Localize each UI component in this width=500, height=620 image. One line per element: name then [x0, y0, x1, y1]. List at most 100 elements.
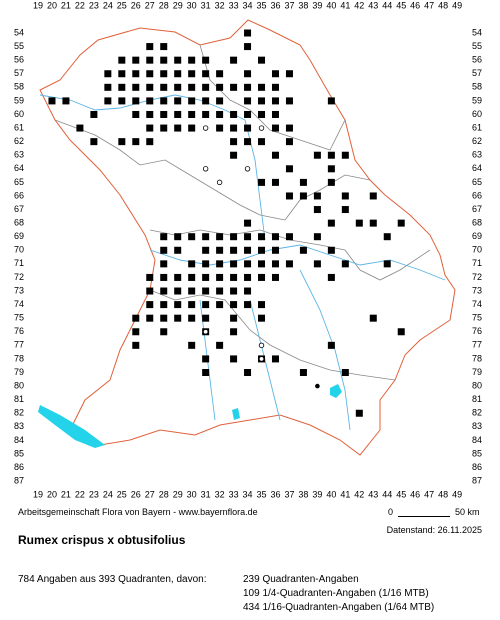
y-tick-label: 86: [472, 462, 482, 472]
x-tick-label: 23: [89, 489, 99, 499]
record-square: [160, 273, 168, 281]
x-tick-label: 36: [270, 0, 280, 10]
record-square: [271, 97, 279, 105]
y-tick-label: 73: [14, 285, 24, 295]
count: 239 Quadranten-Angaben: [243, 574, 359, 585]
summary: 784 Angaben aus 393 Quadranten, davon:: [18, 574, 207, 585]
y-tick-label: 76: [472, 326, 482, 336]
record-square: [327, 341, 335, 349]
record-square: [230, 328, 238, 336]
date: Datenstand: 26.11.2025: [386, 525, 482, 535]
record-square: [285, 70, 293, 78]
record-square: [160, 110, 168, 118]
record-square: [258, 260, 266, 268]
y-tick-label: 67: [472, 204, 482, 214]
y-tick-label: 70: [14, 245, 24, 255]
record-square: [230, 273, 238, 281]
y-tick-label: 72: [472, 272, 482, 282]
count: 434 1/16-Quadranten-Angaben (1/64 MTB): [243, 602, 435, 613]
record-square: [174, 56, 182, 64]
y-tick-label: 81: [472, 394, 482, 404]
y-tick-label: 61: [14, 122, 24, 132]
record-circle: [258, 356, 265, 362]
x-tick-label: 19: [33, 489, 43, 499]
record-square: [202, 97, 210, 105]
y-tick-label: 66: [472, 190, 482, 200]
y-tick-label: 59: [472, 95, 482, 105]
record-square: [271, 83, 279, 91]
record-square: [202, 287, 210, 295]
record-square: [202, 355, 210, 363]
record-square: [76, 124, 84, 132]
x-tick-label: 42: [354, 0, 364, 10]
record-square: [90, 138, 98, 146]
record-square: [285, 165, 293, 173]
y-tick-label: 85: [14, 448, 24, 458]
record-square: [188, 83, 196, 91]
y-tick-label: 84: [14, 435, 24, 445]
x-tick-label: 22: [75, 489, 85, 499]
record-square: [258, 246, 266, 254]
x-tick-label: 21: [61, 489, 71, 499]
record-square: [271, 273, 279, 281]
x-tick-label: 47: [424, 489, 434, 499]
record-square: [146, 110, 154, 118]
record-square: [355, 219, 363, 227]
record-square: [188, 314, 196, 322]
y-tick-label: 79: [14, 367, 24, 377]
y-tick-label: 54: [14, 27, 24, 37]
record-square: [202, 260, 210, 268]
record-square: [230, 56, 238, 64]
record-square: [132, 56, 140, 64]
y-tick-label: 87: [14, 476, 24, 486]
record-square: [90, 110, 98, 118]
x-tick-label: 38: [298, 489, 308, 499]
record-square: [313, 206, 321, 214]
y-tick-label: 64: [472, 163, 482, 173]
record-square: [258, 56, 266, 64]
record-square: [188, 124, 196, 132]
record-square: [244, 83, 252, 91]
record-square: [285, 124, 293, 132]
record-square: [188, 70, 196, 78]
y-tick-label: 60: [472, 109, 482, 119]
record-square: [188, 287, 196, 295]
record-square: [230, 138, 238, 146]
y-tick-label: 83: [472, 421, 482, 431]
x-tick-label: 28: [159, 489, 169, 499]
record-square: [327, 151, 335, 159]
record-square: [383, 233, 391, 241]
record-square: [216, 301, 224, 309]
record-square: [146, 138, 154, 146]
x-tick-label: 22: [75, 0, 85, 10]
y-tick-label: 57: [472, 68, 482, 78]
record-square: [188, 56, 196, 64]
x-tick-label: 24: [103, 0, 113, 10]
record-square: [188, 273, 196, 281]
map: 19 19 20 20 21 21 22 22 23 23 24 24 25 25 26 26 27 27 28 28…: [14, 0, 482, 499]
record-circle: [258, 342, 265, 349]
x-tick-label: 41: [340, 489, 350, 499]
record-square: [258, 110, 266, 118]
count: 109 1/4-Quadranten-Angaben (1/16 MTB): [243, 588, 429, 599]
record-square: [244, 70, 252, 78]
y-tick-label: 80: [472, 380, 482, 390]
x-tick-label: 45: [396, 0, 406, 10]
scale-start: 0: [388, 507, 394, 517]
record-square: [146, 314, 154, 322]
record-square: [341, 192, 349, 200]
y-tick-label: 62: [14, 136, 24, 146]
y-tick-label: 64: [14, 163, 24, 173]
x-tick-label: 19: [33, 0, 43, 10]
record-square: [174, 97, 182, 105]
lake: [38, 405, 105, 448]
record-square: [216, 124, 224, 132]
record-square: [244, 301, 252, 309]
record-square: [160, 43, 168, 51]
record-square: [230, 314, 238, 322]
record-circle: [258, 125, 265, 131]
record-square: [230, 301, 238, 309]
record-square: [216, 233, 224, 241]
x-tick-label: 34: [243, 0, 253, 10]
